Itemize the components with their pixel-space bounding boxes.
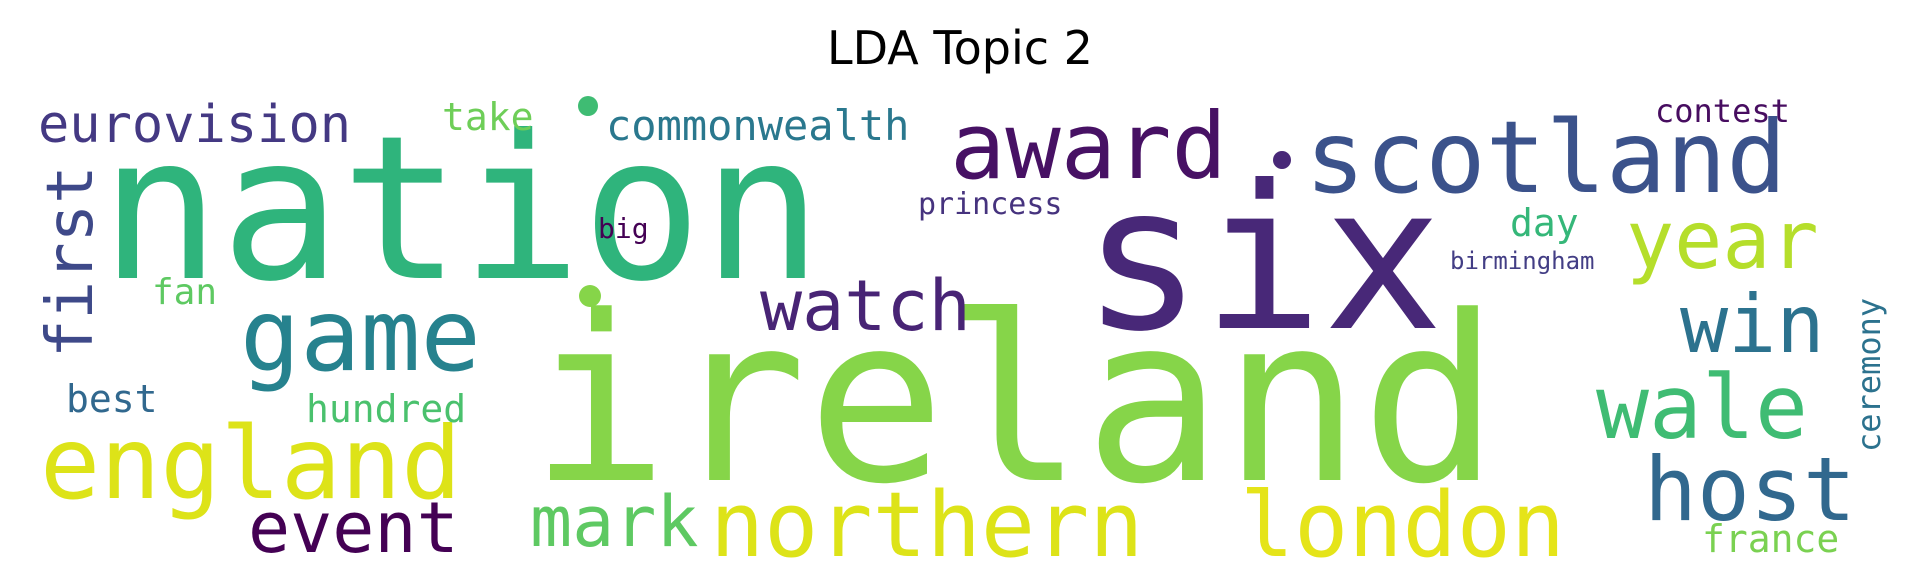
word-game: game	[240, 277, 481, 394]
word-award: award	[950, 93, 1227, 200]
word-take: take	[442, 95, 534, 139]
word-watch: watch	[760, 265, 971, 347]
word-ireland: ireland	[530, 268, 1499, 535]
word-eurovision: eurovision	[38, 95, 351, 155]
word-big: big	[598, 212, 649, 245]
decorative-dots	[578, 96, 1291, 307]
word-day: day	[1510, 201, 1579, 245]
word-northern: northern	[710, 473, 1143, 578]
word-france: france	[1702, 517, 1839, 561]
word-host: host	[1644, 438, 1856, 541]
word-nation: nation	[100, 93, 822, 326]
word-mark: mark	[530, 481, 699, 563]
word-event: event	[248, 487, 459, 569]
word-best: best	[66, 377, 158, 421]
word-ceremony: ceremony	[1850, 298, 1888, 452]
dot-glyph	[1273, 151, 1291, 169]
word-wale: wale	[1596, 356, 1808, 459]
word-scotland: scotland	[1305, 99, 1787, 216]
word-commonwealth: commonwealth	[606, 101, 909, 150]
word-hundred: hundred	[306, 387, 466, 431]
word-contest: contest	[1655, 92, 1790, 130]
word-fan: fan	[152, 272, 217, 313]
word-win: win	[1680, 278, 1825, 371]
word-birmingham: birmingham	[1450, 247, 1595, 275]
dot-glyph	[578, 96, 598, 116]
word-first: first	[34, 165, 108, 358]
dot-glyph	[579, 285, 601, 307]
word-england: england	[40, 405, 461, 522]
word-london: london	[1240, 473, 1565, 578]
chart-title: LDA Topic 2	[827, 21, 1093, 75]
word-year: year	[1626, 194, 1819, 287]
word-six: six	[1082, 143, 1443, 376]
word-princess: princess	[918, 187, 1063, 222]
